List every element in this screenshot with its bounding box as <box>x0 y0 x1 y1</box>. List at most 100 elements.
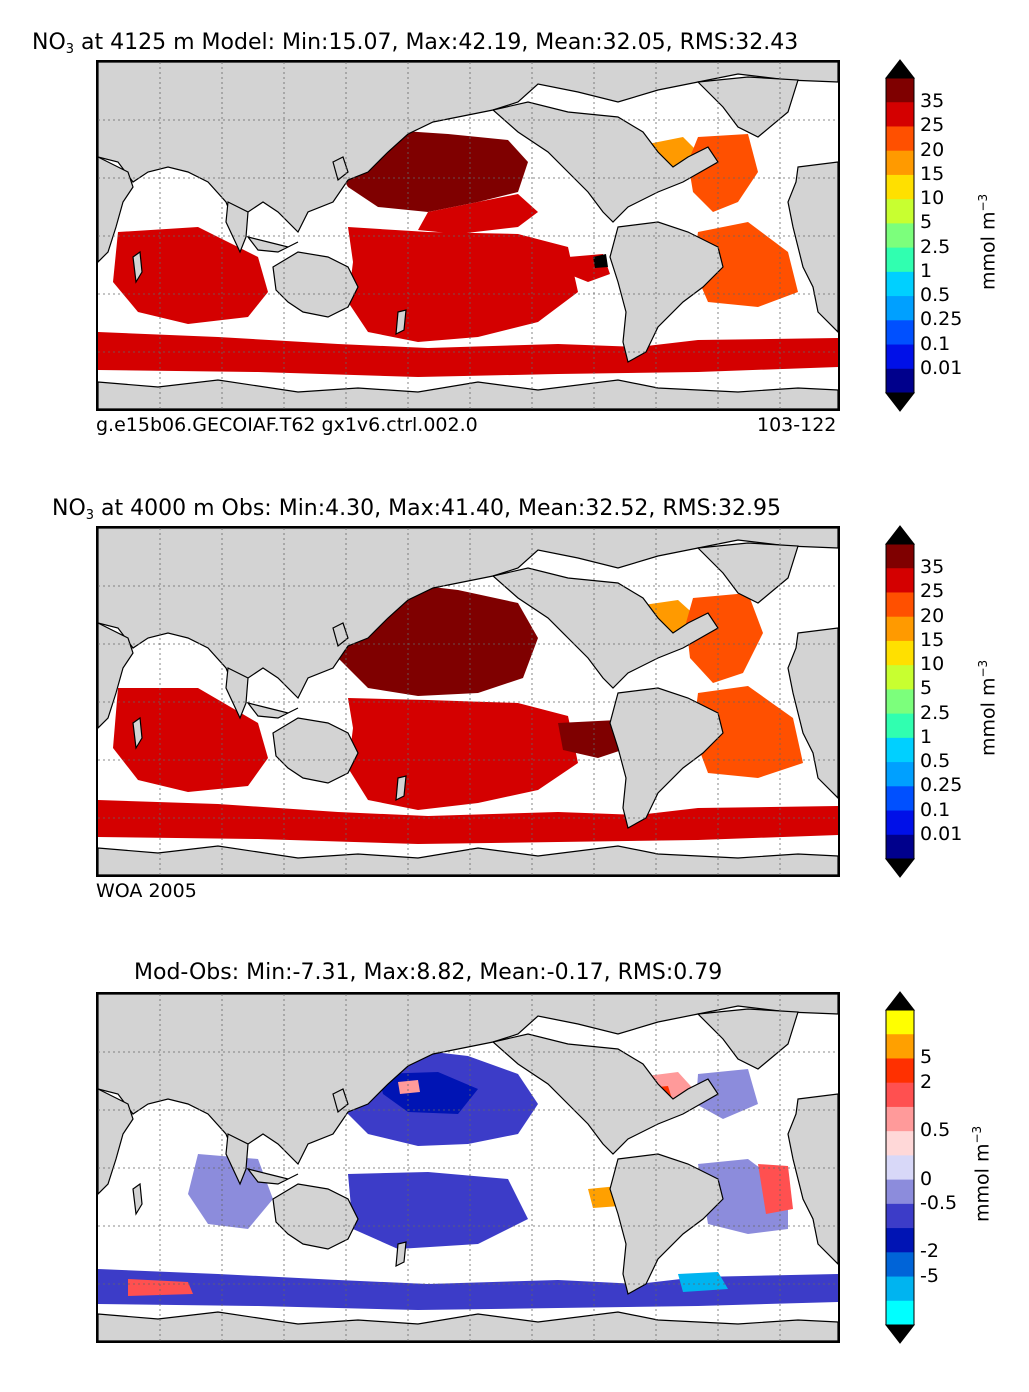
southeast-pacific-patch <box>558 720 628 758</box>
southern-ocean-pos-diff <box>128 1279 193 1296</box>
colorbar-tick-label: 0.1 <box>920 332 951 355</box>
colorbar-segment <box>886 1276 914 1302</box>
title-stats: at 4125 m Model: Min:15.07, Max:42.19, M… <box>74 30 799 55</box>
colorbar-tick-label: 10 <box>920 653 945 676</box>
title-subscript: 3 <box>85 508 95 523</box>
colorbar-segment <box>886 786 914 812</box>
colorbar-tick-label: 2.5 <box>920 701 951 724</box>
south-pacific-field <box>348 227 578 342</box>
title-subscript: 3 <box>65 42 75 57</box>
samerica-land <box>609 1153 724 1295</box>
colorbar <box>884 59 916 412</box>
equatorial-pacific-field <box>418 194 538 234</box>
colorbar-tick-label: 2.5 <box>920 235 951 258</box>
colorbar-segment <box>886 689 914 715</box>
south-pacific-field <box>348 698 578 810</box>
colorbar-tick-label: 5 <box>920 211 933 234</box>
north-atlantic-east-diff <box>696 1069 758 1119</box>
madagascar-land <box>132 716 143 750</box>
japan-land <box>332 1088 349 1114</box>
colorbar-segment <box>886 223 914 249</box>
nz-land <box>395 309 407 336</box>
colorbar-segment <box>886 174 914 200</box>
colorbar-segment <box>886 296 914 321</box>
colorbar-tick-label: 35 <box>920 556 945 579</box>
colorbar-segment <box>886 616 914 642</box>
dataset-label: WOA 2005 <box>96 880 197 902</box>
colorbar-segment <box>886 1300 914 1326</box>
world-map <box>98 994 838 1341</box>
india-land <box>225 1133 249 1186</box>
indonesia-land <box>246 235 299 253</box>
colorbar-svg <box>884 59 916 412</box>
colorbar-tick-label: -2 <box>920 1240 939 1263</box>
colorbar-under-arrow <box>884 392 916 412</box>
colorbar-tick-label: 0.01 <box>920 356 963 379</box>
colorbar-unit: mmol m−3 <box>976 659 1000 756</box>
colorbar-svg <box>884 525 916 878</box>
colorbar-segment <box>886 199 914 224</box>
colorbar-segment <box>886 78 914 103</box>
namerica-land <box>491 1033 719 1155</box>
world-map <box>98 62 838 409</box>
eurasia-land <box>98 994 838 1166</box>
southern-ocean-neg-diff <box>678 1272 728 1292</box>
africa-land <box>98 156 838 333</box>
colorbar-segment <box>886 713 914 739</box>
colorbar-segment <box>886 568 914 593</box>
colorbar-under-arrow <box>884 858 916 878</box>
africa-land <box>98 622 838 799</box>
indonesia-land <box>246 701 299 719</box>
colorbar-tick-label: 0.01 <box>920 822 963 845</box>
gridlines <box>98 528 838 875</box>
colorbar-segment <box>886 1106 914 1132</box>
colorbar-unit: mmol m−3 <box>976 193 1000 290</box>
samerica-land <box>609 221 724 363</box>
land-layer <box>98 62 838 409</box>
colorbar-tick-label: -0.5 <box>920 1191 958 1214</box>
greenland-land <box>696 1008 799 1070</box>
colorbar-tick-label: 2 <box>920 1070 933 1093</box>
diff-panel: Mod-Obs: Min:-7.31, Max:8.82, Mean:-0.17… <box>0 932 1029 1392</box>
colorbar-tick-label: 0.1 <box>920 798 951 821</box>
title-stats: at 4000 m Obs: Min:4.30, Max:41.40, Mean… <box>94 496 781 521</box>
greenland-land <box>696 542 799 604</box>
indian-ocean-diff <box>188 1154 273 1229</box>
colorbar-tick-label: 0.25 <box>920 308 963 331</box>
indian-ocean-field <box>113 688 268 792</box>
colorbar-tick-label: 20 <box>920 138 945 161</box>
positive-spot <box>398 1080 420 1094</box>
namerica-land <box>491 567 719 689</box>
colorbar-tick-label: -5 <box>920 1264 939 1287</box>
colorbar-tick-label: 0.5 <box>920 284 951 307</box>
colorbar-segment <box>886 1058 914 1084</box>
colorbar-segment <box>886 762 914 787</box>
colorbar-segment <box>886 126 914 152</box>
southern-ocean-diff <box>98 1269 838 1310</box>
gridlines <box>98 62 838 409</box>
years-label: 103-122 <box>757 414 837 436</box>
colorbar-segment <box>886 640 914 666</box>
world-map <box>98 528 838 875</box>
colorbar-segment <box>886 320 914 346</box>
antarctica-land <box>98 845 838 875</box>
nz-land <box>395 1241 407 1268</box>
panel-title: NO3 at 4000 m Obs: Min:4.30, Max:41.40, … <box>52 496 1029 523</box>
colorbar-tick-label: 35 <box>920 90 945 113</box>
gridlines <box>98 994 838 1341</box>
south-pacific-diff <box>348 1172 528 1249</box>
australia-land <box>272 717 359 784</box>
colorbar-svg <box>884 991 916 1344</box>
southern-ocean-field <box>98 332 838 377</box>
colorbar <box>884 991 916 1344</box>
indian-ocean-field <box>113 227 268 324</box>
colorbar-tick-label: 0 <box>920 1167 933 1190</box>
eurasia-land <box>98 62 838 234</box>
colorbar-over-arrow <box>884 59 916 79</box>
colorbar-tick-label: 25 <box>920 114 945 137</box>
experiment-label: g.e15b06.GECOIAF.T62 gx1v6.ctrl.002.0 <box>96 414 478 436</box>
colorbar-tick-label: 20 <box>920 604 945 627</box>
eurasia-land <box>98 528 838 700</box>
south-atlantic-pos-diff <box>758 1164 793 1214</box>
colorbar-segment <box>886 1252 914 1278</box>
